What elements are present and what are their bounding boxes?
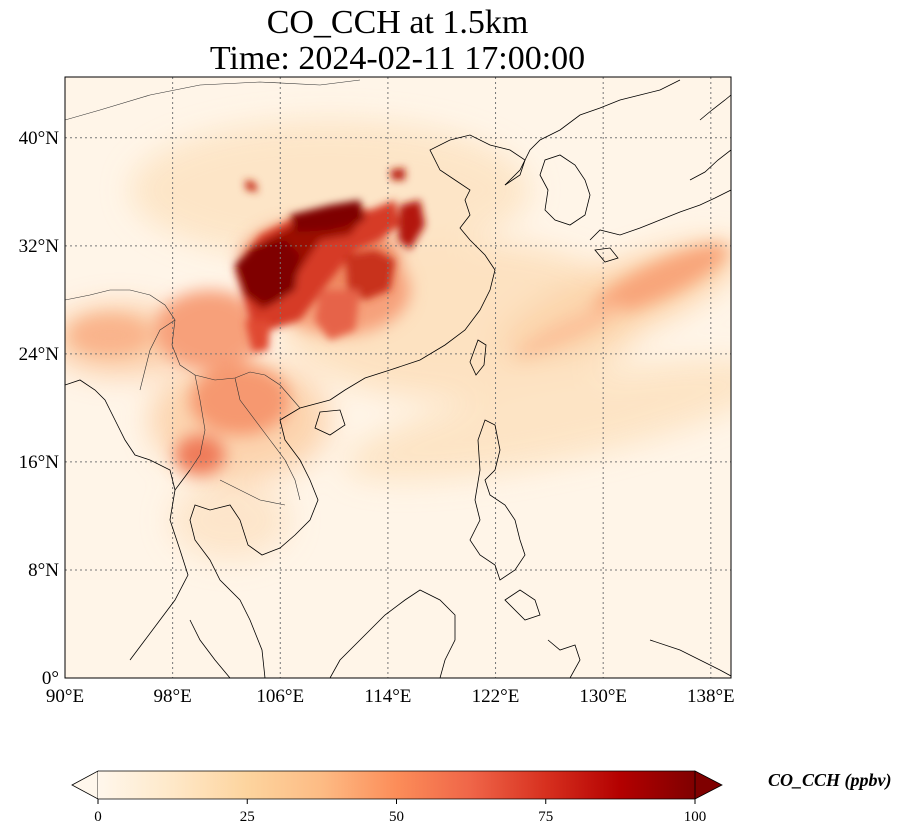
colorbar-tick-label: 100 (684, 809, 707, 825)
longitude-tick-label: 106°E (256, 686, 304, 707)
concentration-field (65, 77, 731, 678)
colorbar-max-extend (694, 770, 723, 800)
coastlines (65, 79, 731, 678)
longitude-tick-label: 130°E (579, 686, 627, 707)
colorbar: 0 25 50 75 100 (71, 770, 723, 825)
latitude-tick-label: 24°N (19, 344, 60, 365)
colorbar-gradient (98, 771, 695, 799)
longitude-tick-label: 138°E (687, 686, 735, 707)
latitude-labels: 0° 8°N 16°N 24°N 32°N 40°N (19, 128, 60, 689)
latitude-tick-label: 40°N (19, 128, 60, 149)
colorbar-tick-label: 75 (538, 809, 553, 825)
colorbar-tick-label: 0 (94, 809, 102, 825)
colorbar-tick-label: 50 (389, 809, 404, 825)
longitude-tick-label: 114°E (364, 686, 411, 707)
title-line-2: Time: 2024-02-11 17:00:00 (209, 40, 586, 77)
gridlines (65, 77, 731, 678)
colorbar-tick-label: 25 (240, 809, 255, 825)
latitude-tick-label: 8°N (28, 560, 59, 581)
map-frame (64, 76, 732, 679)
longitude-tick-label: 122°E (472, 686, 520, 707)
colorbar-label: CO_CCH (ppbv) (768, 770, 892, 790)
longitude-labels: 90°E 98°E 106°E 114°E 122°E 130°E 138°E (46, 686, 735, 707)
country-borders (65, 79, 361, 506)
latitude-tick-label: 0° (42, 668, 59, 689)
colorbar-min-extend (71, 770, 99, 800)
latitude-tick-label: 16°N (19, 452, 60, 473)
latitude-tick-label: 32°N (19, 236, 60, 257)
longitude-tick-label: 98°E (154, 686, 192, 707)
title-line-1: CO_CCH at 1.5km (266, 4, 529, 41)
longitude-tick-label: 90°E (46, 686, 84, 707)
